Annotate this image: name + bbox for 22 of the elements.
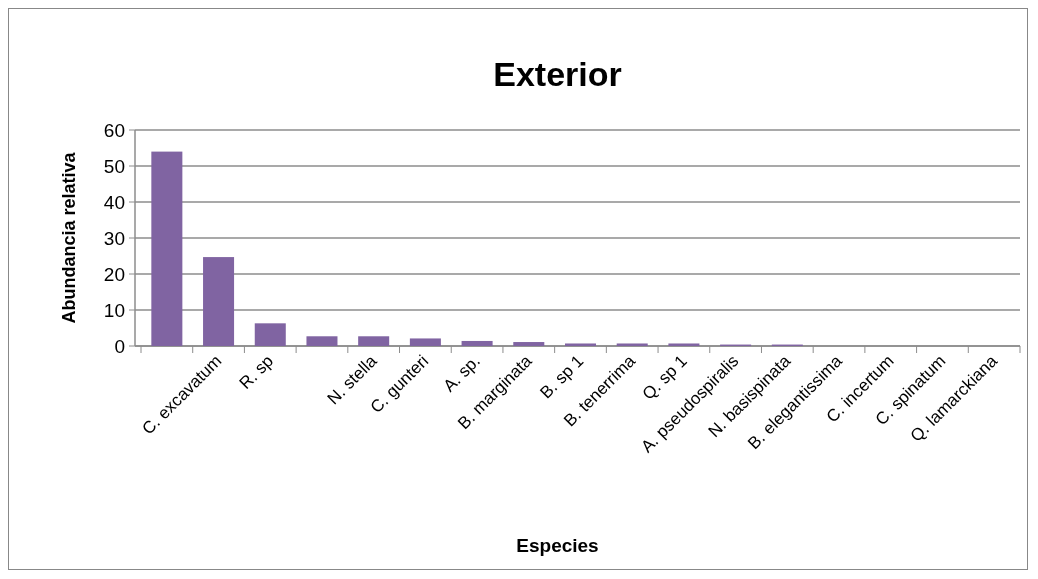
bar: [203, 257, 235, 346]
bar: [358, 336, 390, 346]
bar: [668, 343, 700, 346]
bar: [254, 323, 286, 346]
bar: [564, 343, 597, 346]
y-tick-label: 40: [103, 191, 125, 213]
x-axis-title: Especies: [516, 535, 599, 556]
bar: [306, 336, 338, 346]
bar: [151, 151, 183, 346]
x-tick-label: R. sp: [235, 351, 278, 393]
y-tick-label: 60: [103, 119, 125, 141]
bar: [409, 338, 441, 346]
y-tick-label: 30: [103, 227, 125, 249]
y-tick-label: 0: [114, 335, 125, 357]
y-tick-label: 10: [103, 299, 125, 321]
bar: [616, 343, 648, 346]
bar: [461, 340, 493, 346]
y-tick-label: 50: [103, 155, 125, 177]
y-axis-title: Abundancia relativa: [59, 151, 79, 324]
chart-title: Exterior: [493, 55, 622, 93]
y-tick-label: 20: [103, 263, 125, 285]
bar: [513, 342, 545, 346]
